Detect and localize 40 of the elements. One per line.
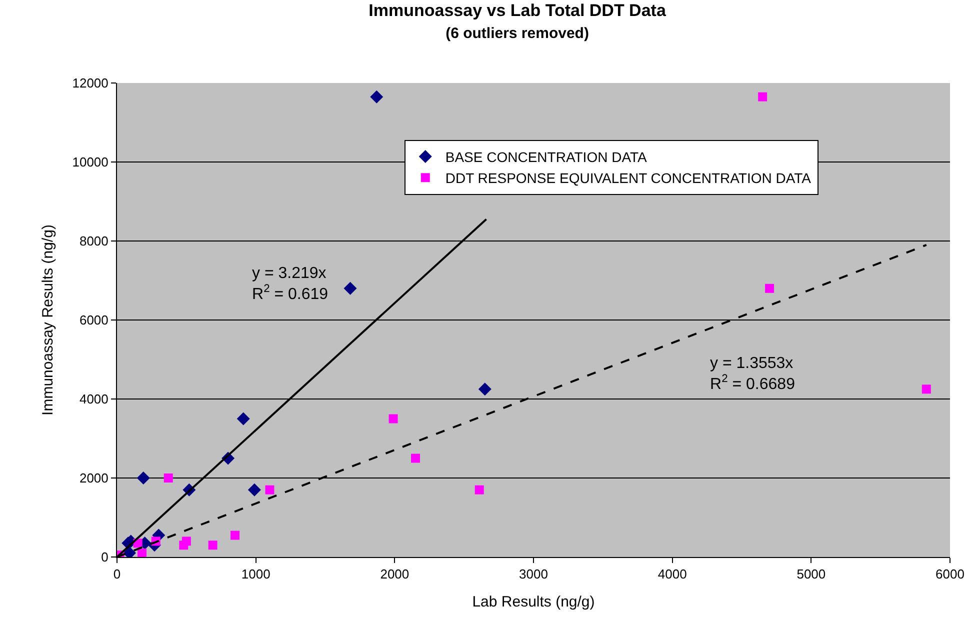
point xyxy=(164,474,173,482)
point xyxy=(344,282,357,295)
x-tick-label: 4000 xyxy=(658,566,687,582)
point xyxy=(136,472,150,484)
point xyxy=(248,483,261,496)
y-tick-label: 2000 xyxy=(79,470,108,486)
point xyxy=(236,412,250,426)
point xyxy=(137,548,146,557)
point xyxy=(388,414,398,424)
y-tick-label: 6000 xyxy=(79,312,108,328)
legend-label: DDT RESPONSE EQUIVALENT CONCENTRATION DATA xyxy=(445,170,812,186)
point xyxy=(265,485,274,494)
point xyxy=(410,454,420,463)
point xyxy=(765,284,774,293)
annotation: y = 3.219x R$^{2}$ = 0.619 xyxy=(252,265,328,303)
y-tick-label: 12000 xyxy=(72,76,108,91)
y-tick-label: 10000 xyxy=(72,154,108,170)
legend-label: BASE CONCENTRATION DATA xyxy=(445,148,648,165)
point xyxy=(179,540,188,550)
point xyxy=(922,384,931,394)
x-tick-label: 5000 xyxy=(796,566,826,582)
y-tick-label: 0 xyxy=(101,550,108,565)
point xyxy=(230,530,240,540)
point xyxy=(758,92,768,102)
annotation: y = 1.3553x R$^{2}$ = 0.6689 xyxy=(710,355,796,393)
x-tick-label: 2000 xyxy=(380,566,410,582)
x-tick-label: 3000 xyxy=(519,566,548,582)
point xyxy=(474,485,484,494)
y-tick-label: 8000 xyxy=(79,234,108,249)
chart-title: Immunoassay vs Lab Total DDT Data xyxy=(368,1,666,20)
point xyxy=(478,382,492,396)
y-axis-title: Immunoassay Results (ng/g) xyxy=(39,224,56,416)
point xyxy=(370,90,384,104)
point xyxy=(208,540,218,550)
x-tick-label: 1000 xyxy=(241,566,270,582)
x-tick-label: 6000 xyxy=(936,566,964,582)
y-tick-label: 4000 xyxy=(79,392,108,407)
chart-subtitle: (6 outliers removed) xyxy=(446,25,589,42)
x-axis-title: Lab Results (ng/g) xyxy=(472,594,595,611)
x-tick-label: 0 xyxy=(113,566,121,582)
